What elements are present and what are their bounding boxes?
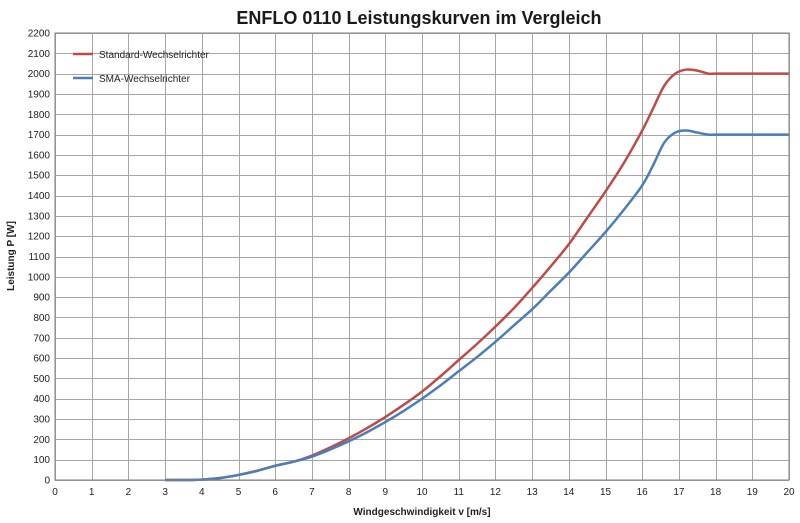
x-tick-label: 13: [527, 487, 539, 498]
x-tick-label: 12: [490, 487, 502, 498]
y-tick-label: 100: [33, 455, 50, 466]
y-tick-label: 300: [33, 415, 50, 426]
y-tick-label: 1500: [28, 171, 51, 182]
x-tick-label: 7: [309, 487, 315, 498]
y-tick-label: 2000: [28, 69, 51, 80]
x-tick-label: 3: [162, 487, 168, 498]
series-line-sma: [165, 129, 789, 482]
y-tick-label: 800: [33, 313, 50, 324]
y-tick-label: 400: [33, 394, 50, 405]
y-tick-label: 1200: [28, 232, 51, 243]
y-tick-label: 1700: [28, 130, 51, 141]
y-axis-ticks: 0 100 200 300 400 500 600 700 800 900 1000 1100 1200…: [28, 29, 51, 487]
x-axis-ticks: 0 1 2 3 4 5 6 7 8 9 10 11 12 13 14 15 16 17 18 19 20: [52, 487, 795, 498]
y-tick-label: 1000: [28, 272, 51, 283]
y-tick-label: 500: [33, 374, 50, 385]
x-tick-label: 17: [673, 487, 685, 498]
x-tick-label: 10: [416, 487, 428, 498]
x-tick-label: 11: [454, 487, 465, 498]
legend-label-standard: Standard-Wechselrichter: [99, 50, 210, 61]
x-tick-label: 15: [600, 487, 612, 498]
y-tick-label: 1600: [28, 150, 51, 161]
x-tick-label: 2: [126, 487, 132, 498]
y-tick-label: 2200: [28, 29, 51, 40]
legend: Standard-Wechselrichter SMA-Wechselricht…: [73, 50, 210, 85]
y-tick-label: 1900: [28, 89, 51, 100]
x-tick-label: 5: [236, 487, 242, 498]
x-tick-label: 1: [89, 487, 95, 498]
x-axis-label: Windgeschwindigkeit v [m/s]: [353, 507, 490, 518]
series-lines: [165, 68, 789, 482]
x-tick-label: 0: [52, 487, 58, 498]
y-tick-label: 0: [44, 476, 50, 487]
legend-label-sma: SMA-Wechselrichter: [99, 74, 191, 85]
y-tick-label: 1300: [28, 211, 51, 222]
x-tick-label: 18: [710, 487, 722, 498]
x-tick-label: 16: [637, 487, 649, 498]
x-tick-label: 4: [199, 487, 205, 498]
y-tick-label: 2100: [28, 49, 51, 60]
y-tick-label: 1400: [28, 191, 51, 202]
x-tick-label: 9: [383, 487, 389, 498]
y-tick-label: 200: [33, 435, 50, 446]
y-tick-label: 900: [33, 293, 50, 304]
x-tick-label: 8: [346, 487, 352, 498]
grid: [55, 33, 790, 481]
x-tick-label: 20: [783, 487, 795, 498]
plot-area-frame: [54, 32, 790, 481]
x-tick-label: 19: [747, 487, 759, 498]
x-tick-label: 6: [272, 487, 278, 498]
y-tick-label: 1100: [28, 252, 50, 263]
y-tick-label: 600: [33, 354, 50, 365]
chart-title: ENFLO 0110 Leistungskurven im Vergleich: [236, 8, 601, 28]
y-tick-label: 1800: [28, 110, 51, 121]
y-tick-label: 700: [33, 333, 50, 344]
x-tick-label: 14: [563, 487, 575, 498]
y-axis-label: Leistung P [W]: [6, 221, 17, 291]
